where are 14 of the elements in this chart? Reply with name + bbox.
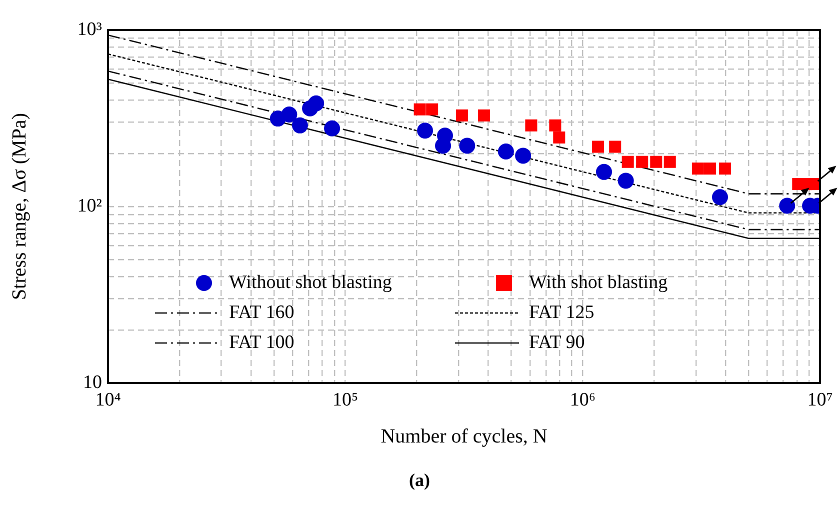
- x-axis-title: Number of cycles, N: [380, 425, 548, 448]
- legend-label: With shot blasting: [529, 272, 668, 294]
- legend-label: FAT 160: [229, 302, 294, 324]
- x-tick-label: 10⁶: [570, 389, 596, 410]
- legend-label: FAT 125: [529, 302, 594, 324]
- y-axis-title: Stress range, Δσ (MPa): [8, 113, 30, 300]
- legend-label: FAT 100: [229, 332, 294, 354]
- x-tick-label: 10⁷: [807, 389, 833, 410]
- text: (a): [408, 470, 431, 491]
- y-tick-label: 10²: [77, 195, 102, 216]
- y-tick-label: 10³: [77, 18, 102, 40]
- legend-label: FAT 90: [529, 332, 585, 354]
- legend-label: Without shot blasting: [229, 272, 392, 294]
- x-tick-label: 10⁵: [332, 389, 358, 410]
